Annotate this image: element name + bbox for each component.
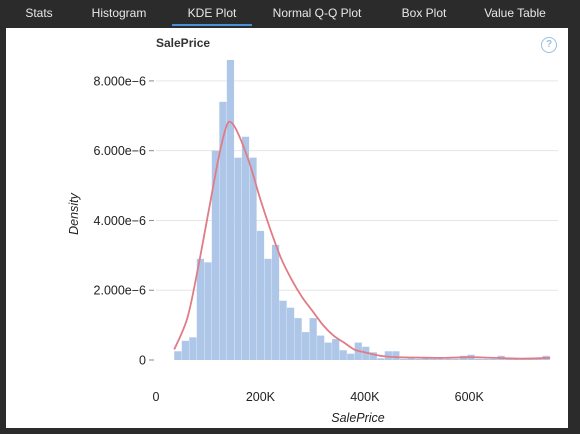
histogram-bar bbox=[429, 358, 438, 360]
histogram-bar bbox=[174, 351, 182, 360]
x-tick-label: 0 bbox=[153, 390, 160, 404]
histogram-bar bbox=[489, 358, 498, 360]
histogram-bar bbox=[414, 358, 423, 360]
histogram-bar bbox=[377, 358, 385, 360]
histogram-bar bbox=[204, 262, 212, 360]
tab-kde-plot[interactable]: KDE Plot bbox=[172, 0, 252, 26]
histogram-bar bbox=[399, 358, 407, 360]
y-tick-label: 8.000e−6 bbox=[94, 74, 147, 88]
y-axis-label: Density bbox=[67, 192, 81, 234]
kde-curve-layer bbox=[173, 120, 551, 360]
kde-chart: 0 2.000e−6 4.000e−6 6.000e−6 8.000e−6 0 200K 4… bbox=[67, 59, 558, 425]
histogram-bars bbox=[174, 59, 550, 361]
histogram-bar bbox=[241, 136, 250, 360]
histogram-bar bbox=[256, 230, 265, 360]
tab-stats[interactable]: Stats bbox=[25, 6, 53, 20]
histogram-bar bbox=[219, 101, 227, 360]
tab-value-table[interactable]: Value Table bbox=[484, 6, 546, 20]
histogram-bar bbox=[302, 332, 310, 360]
histogram-bar bbox=[189, 337, 197, 360]
histogram-bar bbox=[317, 335, 325, 360]
histogram-bar bbox=[384, 351, 392, 360]
histogram-bar bbox=[392, 351, 400, 360]
x-tick-label: 400K bbox=[350, 390, 380, 404]
histogram-bar bbox=[271, 244, 280, 360]
histogram-bar bbox=[294, 318, 302, 360]
x-tick-label: 200K bbox=[246, 390, 276, 404]
histogram-bar bbox=[444, 358, 453, 360]
histogram-bar bbox=[527, 358, 535, 360]
histogram-bar bbox=[181, 340, 189, 360]
histogram-bar bbox=[482, 358, 490, 360]
tab-normal-qq-plot[interactable]: Normal Q-Q Plot bbox=[272, 6, 362, 20]
y-tick-label: 4.000e−6 bbox=[94, 214, 147, 228]
histogram-bar bbox=[309, 318, 317, 360]
chart-panel: SalePrice ? 0 2.000e−6 4.000e−6 6.000e−6 8.0… bbox=[6, 28, 568, 428]
histogram-bar bbox=[452, 358, 460, 360]
x-tick-label: 600K bbox=[455, 390, 485, 404]
histogram-bar bbox=[264, 258, 272, 360]
histogram-bar bbox=[196, 258, 204, 360]
kde-curve bbox=[173, 120, 551, 360]
histogram-bar bbox=[535, 358, 543, 360]
histogram-bar bbox=[369, 352, 377, 360]
histogram-bar bbox=[347, 353, 355, 360]
x-axis-label: SalePrice bbox=[331, 411, 385, 425]
tab-box-plot[interactable]: Box Plot bbox=[401, 6, 447, 20]
tab-histogram[interactable]: Histogram bbox=[91, 6, 147, 20]
histogram-bar bbox=[286, 307, 295, 360]
chart-title: SalePrice bbox=[156, 36, 211, 50]
histogram-bar bbox=[249, 157, 257, 360]
histogram-bar bbox=[226, 59, 235, 361]
histogram-bar bbox=[437, 358, 445, 360]
histogram-bar bbox=[505, 358, 513, 360]
y-tick-label: 6.000e−6 bbox=[94, 144, 147, 158]
help-icon[interactable]: ? bbox=[541, 37, 557, 53]
histogram-bar bbox=[474, 358, 483, 360]
histogram-bar bbox=[211, 150, 220, 360]
histogram-bar bbox=[324, 342, 332, 360]
x-axis-ticks: 0 200K 400K 600K bbox=[153, 390, 485, 404]
histogram-bar bbox=[339, 350, 347, 360]
histogram-bar bbox=[512, 358, 520, 360]
histogram-bar bbox=[422, 358, 430, 360]
histogram-bar bbox=[407, 358, 415, 360]
y-tick-label: 2.000e−6 bbox=[94, 284, 147, 298]
histogram-bar bbox=[279, 300, 287, 360]
tab-bar: Stats Histogram KDE Plot Normal Q-Q Plot… bbox=[0, 0, 580, 26]
y-axis-ticks: 0 2.000e−6 4.000e−6 6.000e−6 8.000e−6 bbox=[94, 74, 154, 368]
y-tick-label: 0 bbox=[139, 354, 146, 368]
histogram-bar bbox=[234, 157, 242, 360]
histogram-bar bbox=[332, 339, 340, 360]
